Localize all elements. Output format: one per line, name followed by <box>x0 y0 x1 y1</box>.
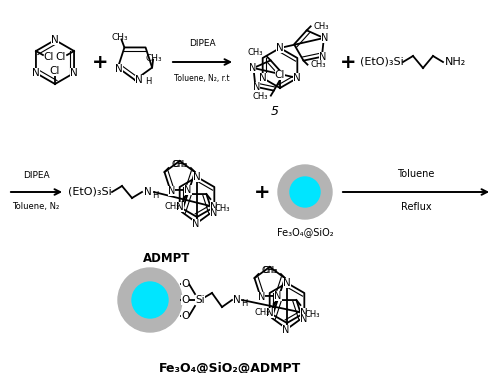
Text: CH₃: CH₃ <box>172 160 187 169</box>
Text: N: N <box>252 82 260 92</box>
Text: N: N <box>282 325 290 335</box>
Text: N: N <box>283 278 291 288</box>
Text: (EtO)₃Si: (EtO)₃Si <box>360 57 404 67</box>
Text: N: N <box>233 295 241 305</box>
Text: N: N <box>135 75 143 85</box>
Text: O: O <box>181 311 189 321</box>
Text: CH₃: CH₃ <box>314 22 329 31</box>
Text: N: N <box>210 202 218 212</box>
Text: CH₃: CH₃ <box>252 92 268 101</box>
Text: N: N <box>319 52 326 62</box>
Text: N: N <box>249 63 256 73</box>
Text: N: N <box>300 314 307 324</box>
Text: 5: 5 <box>271 105 279 118</box>
Text: Reflux: Reflux <box>400 202 432 212</box>
Text: N: N <box>144 187 152 197</box>
Text: N: N <box>115 63 123 73</box>
Text: N: N <box>193 172 201 182</box>
Text: Toluene, N₂: Toluene, N₂ <box>12 202 60 211</box>
Circle shape <box>118 268 182 332</box>
Text: Fe₃O₄@SiO₂: Fe₃O₄@SiO₂ <box>276 227 334 237</box>
Text: H: H <box>145 78 152 87</box>
Text: +: + <box>254 182 270 201</box>
Text: CH₃: CH₃ <box>254 308 270 317</box>
Text: Fe₃O₄@SiO₂@ADMPT: Fe₃O₄@SiO₂@ADMPT <box>159 362 301 373</box>
Text: N: N <box>51 35 59 45</box>
Text: N: N <box>300 308 308 318</box>
Text: N: N <box>294 73 301 83</box>
Text: H: H <box>241 300 248 308</box>
Text: Cl: Cl <box>275 70 285 80</box>
Text: H: H <box>152 191 158 201</box>
Text: N: N <box>70 68 78 78</box>
Text: CH₃: CH₃ <box>172 160 188 169</box>
Text: N: N <box>192 219 200 229</box>
Text: CH₃: CH₃ <box>247 48 262 57</box>
Text: N: N <box>321 33 328 43</box>
Text: +: + <box>340 53 356 72</box>
Text: DIPEA: DIPEA <box>22 171 50 180</box>
Text: CH₃: CH₃ <box>214 204 230 213</box>
Text: N: N <box>274 291 282 301</box>
Text: CH₃: CH₃ <box>262 266 278 275</box>
Text: CH₃: CH₃ <box>262 266 277 275</box>
Text: O: O <box>181 295 189 305</box>
Text: Si: Si <box>195 295 205 305</box>
Text: N: N <box>168 186 175 196</box>
Text: (EtO)₃Si: (EtO)₃Si <box>68 187 112 197</box>
Text: +: + <box>92 53 108 72</box>
Text: CH₃: CH₃ <box>111 34 128 43</box>
Text: N: N <box>32 68 40 78</box>
Text: NH₂: NH₂ <box>445 57 466 67</box>
Circle shape <box>278 165 332 219</box>
Text: Cl: Cl <box>50 66 60 76</box>
Text: Toluene: Toluene <box>398 169 434 179</box>
Text: CH₃: CH₃ <box>304 310 320 319</box>
Text: N: N <box>184 185 192 195</box>
Circle shape <box>132 282 168 318</box>
Text: CH₃: CH₃ <box>164 202 180 211</box>
Text: N: N <box>276 43 284 53</box>
Text: ADMPT: ADMPT <box>144 252 190 265</box>
Text: CH₃: CH₃ <box>146 54 162 63</box>
Text: O: O <box>181 279 189 289</box>
Text: N: N <box>258 292 265 302</box>
Text: N: N <box>176 202 184 212</box>
Text: N: N <box>259 73 266 83</box>
Text: N: N <box>210 208 217 218</box>
Text: CH₃: CH₃ <box>310 60 326 69</box>
Text: DIPEA: DIPEA <box>188 39 216 48</box>
Text: N: N <box>266 308 274 318</box>
Circle shape <box>290 177 320 207</box>
Text: Cl: Cl <box>44 52 54 62</box>
Text: Cl: Cl <box>56 52 66 62</box>
Text: Toluene, N₂, r.t: Toluene, N₂, r.t <box>174 74 230 83</box>
